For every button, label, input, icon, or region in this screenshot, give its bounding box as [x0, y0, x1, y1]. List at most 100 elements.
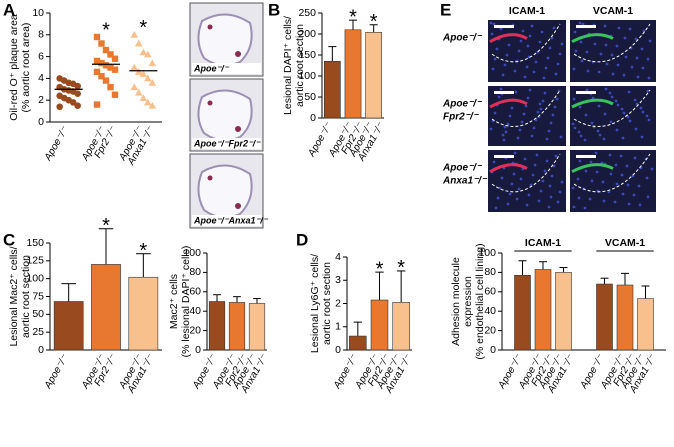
nucleus — [525, 203, 529, 207]
data-point — [107, 83, 114, 91]
nucleus — [588, 197, 592, 201]
nucleus — [537, 199, 541, 203]
nucleus — [542, 76, 546, 80]
nucleus — [627, 90, 631, 94]
data-point — [111, 66, 119, 73]
nucleus — [598, 133, 602, 137]
data-point — [93, 101, 101, 108]
nucleus — [534, 60, 538, 64]
nucleus — [631, 174, 635, 178]
nucleus — [510, 106, 514, 110]
lining — [571, 98, 614, 109]
nucleus — [493, 111, 497, 115]
nucleus — [535, 153, 539, 157]
boundary — [491, 153, 561, 193]
nucleus — [636, 75, 640, 79]
panel-label: C — [3, 230, 15, 249]
nucleus — [628, 119, 632, 123]
y-tick-label: 100 — [478, 247, 496, 259]
nucleus — [558, 190, 562, 194]
nucleus — [544, 66, 548, 70]
bar — [534, 269, 552, 351]
nucleus — [613, 200, 617, 204]
bar — [228, 302, 246, 351]
nucleus — [525, 65, 529, 69]
nucleus — [601, 180, 605, 184]
nucleus — [539, 189, 543, 193]
nucleus — [517, 187, 521, 191]
y-tick-label: 3 — [335, 274, 341, 286]
y-tick-label: 10 — [32, 7, 44, 19]
nucleus — [528, 88, 532, 92]
nucleus — [594, 151, 598, 155]
y-axis-label: aortic root section — [321, 262, 333, 345]
nucleus — [551, 113, 555, 117]
nucleus — [574, 49, 578, 53]
y-tick-label: 0 — [310, 112, 316, 124]
y-tick-label: 60 — [189, 286, 201, 298]
nucleus — [627, 202, 631, 206]
data-point — [111, 91, 119, 98]
nucleus — [518, 128, 522, 132]
nucleus — [579, 40, 583, 44]
data-point — [130, 31, 139, 38]
nucleus — [597, 104, 601, 108]
data-point — [74, 102, 81, 109]
data-point — [93, 57, 101, 65]
nucleus — [505, 53, 509, 57]
scale-bar — [494, 155, 514, 158]
panel-label: A — [3, 0, 15, 19]
nucleus — [626, 183, 630, 187]
data-point — [135, 39, 143, 47]
nucleus — [572, 205, 576, 209]
y-axis-label: Lesional Mac2⁺ cells/ — [8, 246, 20, 346]
nucleus — [556, 200, 560, 204]
boundary — [491, 89, 561, 127]
nucleus — [584, 113, 588, 117]
bar — [128, 276, 159, 351]
nucleus — [645, 114, 649, 118]
lining — [489, 33, 528, 44]
nucleus — [492, 160, 496, 164]
data-point — [93, 68, 101, 76]
micrograph — [570, 20, 656, 82]
nucleus — [524, 104, 528, 108]
stain — [235, 51, 241, 57]
nucleus — [602, 199, 606, 203]
nucleus — [490, 32, 494, 36]
nucleus — [615, 182, 619, 186]
nucleus — [593, 42, 597, 46]
data-point — [144, 74, 152, 82]
nucleus — [590, 121, 594, 125]
nucleus — [589, 160, 593, 164]
bar — [596, 283, 613, 351]
group-label: ICAM-1 — [525, 237, 561, 249]
nucleus — [512, 172, 516, 176]
bar — [323, 60, 341, 119]
boundary — [573, 23, 651, 63]
y-axis-label: Adhesion molecule — [450, 257, 462, 346]
micrograph-label: Apoe⁻/⁻Fpr2⁻/⁻ — [193, 138, 261, 148]
nucleus — [581, 22, 585, 26]
nucleus — [497, 95, 501, 99]
nucleus — [571, 122, 575, 126]
data-point — [74, 82, 81, 90]
nucleus — [557, 89, 561, 93]
nucleus — [545, 137, 549, 141]
y-tick-label: 0 — [195, 344, 201, 356]
nucleus — [502, 138, 506, 142]
y-tick-label: 75 — [32, 290, 44, 302]
nucleus — [641, 110, 645, 114]
nucleus — [559, 135, 563, 139]
row-label: Apoe⁻/⁻ — [442, 33, 483, 44]
nucleus — [586, 69, 590, 73]
nucleus — [621, 192, 625, 196]
nucleus — [530, 134, 534, 138]
micrograph — [570, 150, 656, 212]
y-tick-label: 150 — [26, 237, 44, 249]
column-label: VCAM-1 — [593, 5, 633, 17]
bar — [365, 32, 383, 119]
y-tick-label: 20 — [484, 324, 496, 336]
nucleus — [526, 44, 530, 48]
nucleus — [507, 43, 511, 47]
